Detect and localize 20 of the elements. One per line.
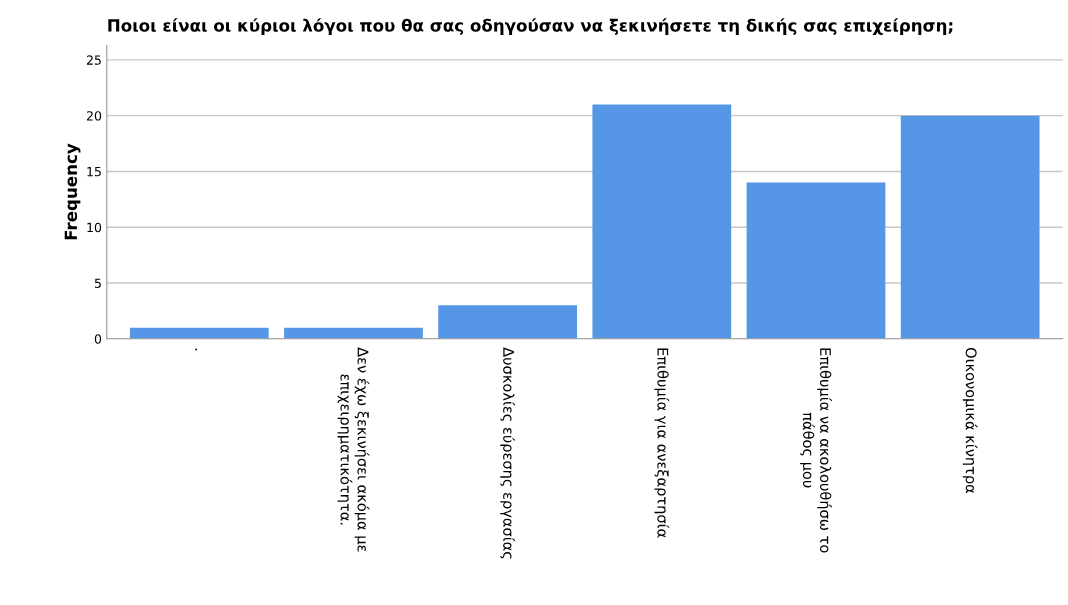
bar	[438, 305, 578, 339]
chart-title: Ποιοι είναι οι κύριοι λόγοι που θα σας οδηγούσαν να ξεκινήσετε τη δικής σας επιχείρηση;	[108, 18, 953, 35]
bar	[284, 327, 423, 339]
bar	[129, 327, 269, 339]
y-tick-label: 20	[86, 111, 102, 121]
y-tick-label: 15	[87, 167, 101, 177]
x-tick-label: Επιθυμία να ακολουθήσω το πάθος μου	[800, 348, 832, 553]
bar	[746, 182, 886, 339]
y-axis-title: Frequency	[64, 143, 81, 240]
x-tick-label: Δυσκολίες εύρεσης εργασίας	[500, 347, 516, 559]
y-tick-label: 5	[94, 278, 101, 288]
bar	[592, 104, 732, 339]
y-tick-label: 25	[86, 55, 101, 65]
y-tick-label: 10	[87, 222, 102, 233]
x-tick-label: Δεν έχω ξεκινήσει ακόμα με επιχειρηματικότητα.	[337, 347, 370, 552]
y-tick-label: 0	[94, 334, 102, 344]
bar	[900, 115, 1040, 339]
x-tick-label: Οικονομικά κίνητρα	[962, 347, 978, 494]
x-tick-label: .	[195, 348, 198, 351]
x-tick-label: Επιθυμία για ανεξαρτησία	[654, 348, 670, 538]
